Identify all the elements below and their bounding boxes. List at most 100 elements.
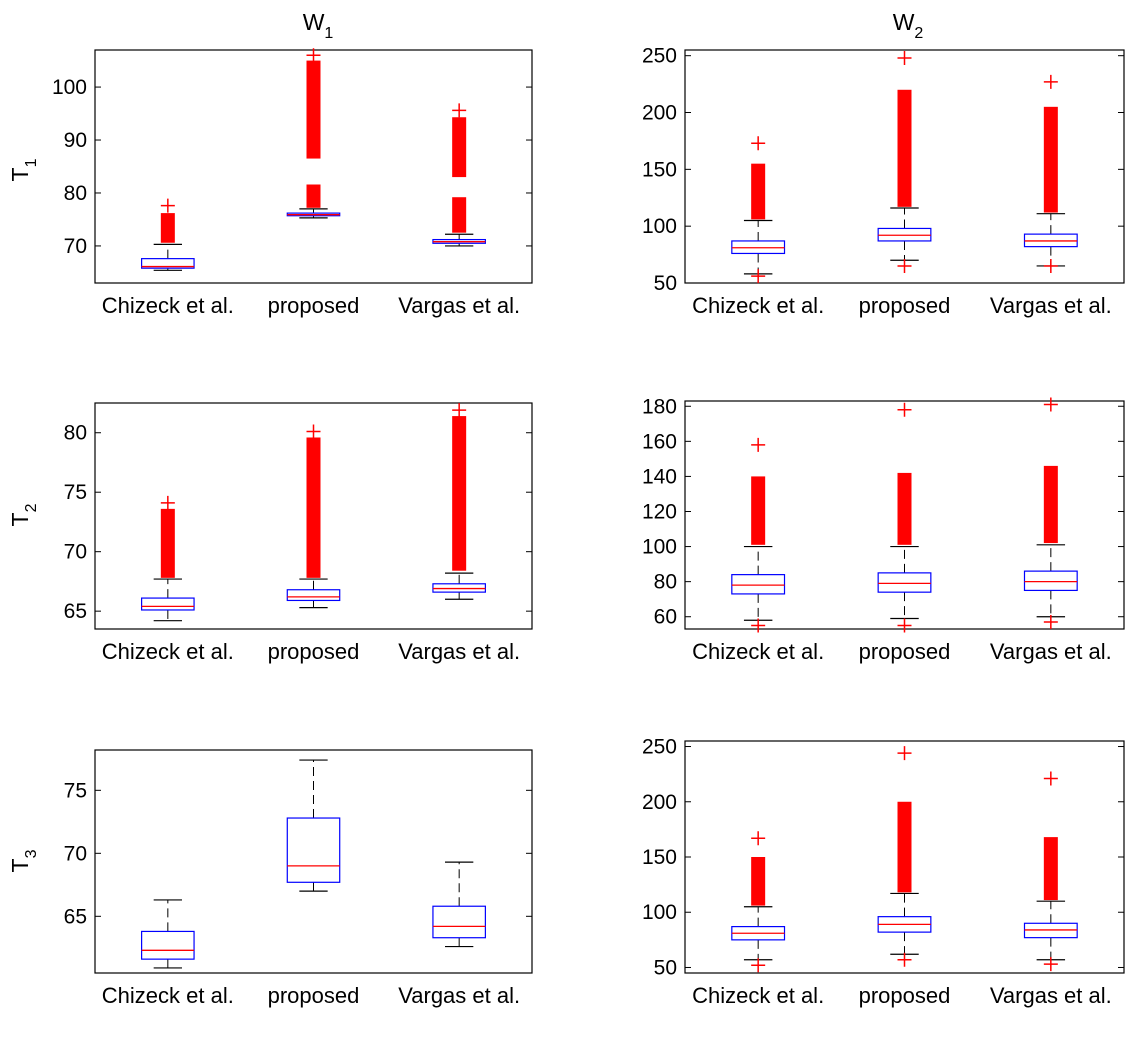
box-1 <box>731 136 786 284</box>
x-tick-label: Vargas et al. <box>990 293 1112 318</box>
box-2 <box>877 746 932 967</box>
y-tick-label: 75 <box>64 481 87 504</box>
x-tick-label: Chizeck et al. <box>692 293 824 318</box>
x-tick-label: proposed <box>859 639 951 664</box>
box-2 <box>286 759 341 892</box>
y-tick-label: 180 <box>642 395 677 418</box>
box-3 <box>432 403 486 600</box>
outlier-marker <box>751 269 766 284</box>
outlier-marker <box>1043 397 1058 412</box>
outlier-marker <box>1043 771 1058 786</box>
x-tick-label: Chizeck et al. <box>102 639 234 664</box>
y-tick-label: 120 <box>642 500 677 523</box>
y-tick-label: 100 <box>642 215 677 238</box>
y-tick-label: 50 <box>654 272 677 295</box>
outlier-marker <box>897 746 912 761</box>
outlier-band <box>897 801 912 893</box>
column-title-w1: W1 <box>303 9 334 42</box>
y-tick-label: 100 <box>642 901 677 924</box>
x-tick-label: proposed <box>268 983 360 1008</box>
panel-t3-w1: 65 70 75 Chizeck et al. proposed Vargas et al… <box>64 749 533 1008</box>
axes-frame <box>684 49 1125 284</box>
outlier-marker <box>897 50 912 65</box>
row-label-t3: T3 <box>7 849 40 872</box>
y-tick-label: 65 <box>64 600 87 623</box>
x-tick-label: Vargas et al. <box>398 639 520 664</box>
y-tick-label: 50 <box>654 956 677 979</box>
box-3 <box>1023 771 1078 972</box>
box-1 <box>141 198 195 271</box>
outlier-marker <box>1043 258 1058 273</box>
y-tick-label: 150 <box>642 846 677 869</box>
y-tick-label: 60 <box>654 606 677 629</box>
x-tick-label: Vargas et al. <box>398 983 520 1008</box>
outlier-band <box>751 476 766 545</box>
panel-t2-w1: 65 70 75 80 Chizeck et al. proposed Vargas et … <box>64 402 533 664</box>
outlier-band <box>160 213 175 243</box>
outlier-marker <box>897 618 912 633</box>
outlier-marker <box>1043 614 1058 629</box>
outlier-marker <box>751 831 766 846</box>
outlier-band <box>306 60 321 159</box>
outlier-band <box>452 197 467 233</box>
box-2 <box>877 50 932 273</box>
outlier-marker <box>306 48 321 63</box>
x-tick-label: Chizeck et al. <box>102 983 234 1008</box>
outlier-marker <box>897 952 912 967</box>
panel-t1-w2: 50 100 150 200 250 Chizeck et al. proposed Varg… <box>642 45 1125 318</box>
outlier-marker <box>452 103 467 118</box>
x-tick-label: Chizeck et al. <box>102 293 234 318</box>
iqr-box <box>432 905 486 939</box>
outlier-marker <box>751 618 766 633</box>
outlier-band <box>751 857 766 906</box>
y-tick-label: 80 <box>654 571 677 594</box>
x-tick-label: proposed <box>268 639 360 664</box>
box-1 <box>731 831 786 973</box>
outlier-marker <box>751 437 766 452</box>
y-tick-label: 200 <box>642 102 677 125</box>
iqr-box <box>141 930 195 960</box>
y-tick-label: 75 <box>64 779 87 802</box>
y-tick-label: 160 <box>642 430 677 453</box>
x-tick-label: proposed <box>268 293 360 318</box>
outlier-marker <box>1043 957 1058 972</box>
y-tick-label: 100 <box>642 536 677 559</box>
box-3 <box>1023 74 1078 273</box>
y-tick-label: 80 <box>64 422 87 445</box>
outlier-band <box>160 508 175 578</box>
x-tick-label: Vargas et al. <box>990 639 1112 664</box>
outlier-band <box>1043 465 1058 544</box>
outlier-marker <box>897 402 912 417</box>
outlier-band <box>897 472 912 545</box>
outlier-marker <box>452 403 467 418</box>
outlier-marker <box>751 958 766 973</box>
y-tick-label: 250 <box>642 736 677 759</box>
x-tick-label: proposed <box>859 293 951 318</box>
y-tick-label: 70 <box>64 235 87 258</box>
outlier-marker <box>897 258 912 273</box>
row-label-t2: T2 <box>7 503 40 526</box>
x-tick-label: Chizeck et al. <box>692 639 824 664</box>
iqr-box <box>286 817 341 883</box>
x-tick-label: Chizeck et al. <box>692 983 824 1008</box>
outlier-band <box>897 89 912 207</box>
y-tick-label: 100 <box>52 76 87 99</box>
box-1 <box>141 899 195 969</box>
x-tick-label: Vargas et al. <box>398 293 520 318</box>
outlier-band <box>452 117 467 178</box>
y-tick-label: 80 <box>64 182 87 205</box>
outlier-marker <box>160 495 175 510</box>
y-tick-label: 90 <box>64 129 87 152</box>
iqr-box <box>286 589 341 602</box>
outlier-band <box>306 184 321 208</box>
y-tick-label: 70 <box>64 842 87 865</box>
iqr-box <box>141 597 195 611</box>
y-tick-label: 65 <box>64 905 87 928</box>
box-2 <box>286 424 341 609</box>
outlier-band <box>1043 837 1058 901</box>
iqr-box <box>877 572 932 593</box>
column-title-w2: W2 <box>893 9 924 42</box>
panel-t2-w2: 60 80 100 120 140 160 180 Chizeck et al. propose… <box>642 395 1125 664</box>
box-2 <box>877 402 932 633</box>
